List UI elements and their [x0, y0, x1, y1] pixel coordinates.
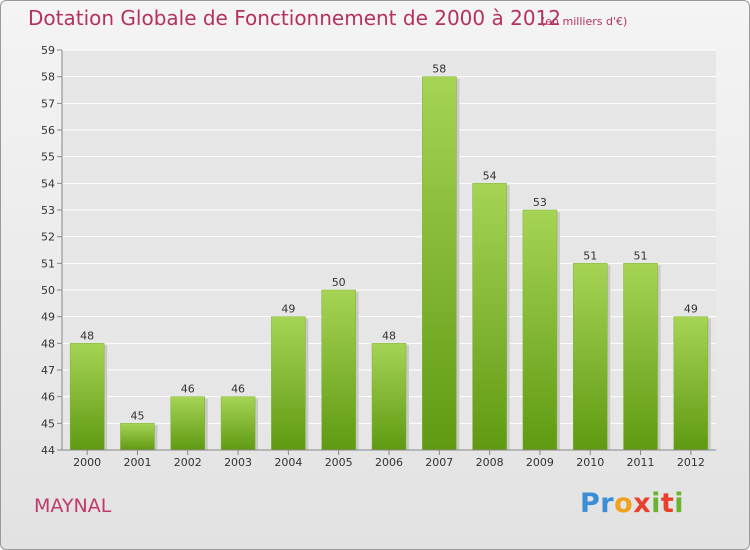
data-label: 58 — [432, 63, 446, 76]
bars — [69, 76, 711, 451]
bar — [472, 183, 507, 451]
data-label: 46 — [231, 383, 245, 396]
y-tick-label: 55 — [41, 151, 55, 164]
data-label: 53 — [533, 196, 547, 209]
y-tick-label: 57 — [41, 97, 55, 110]
data-label: 51 — [634, 249, 648, 262]
x-tick-label: 2009 — [526, 456, 554, 469]
y-tick-label: 58 — [41, 71, 55, 84]
data-label: 48 — [382, 329, 396, 342]
labels: 44 45 46 47 48 49 50 51 52 53 54 55 56 57 58 59 48 2000 45… — [41, 44, 705, 469]
y-tick-label: 59 — [41, 44, 55, 57]
bar — [673, 316, 709, 451]
data-label: 51 — [583, 249, 597, 262]
proxiti-logo: Proxiti — [580, 488, 685, 519]
x-tick-label: 2010 — [576, 456, 604, 469]
y-tick-label: 45 — [41, 417, 55, 430]
bar — [321, 289, 356, 451]
y-tick-label: 56 — [41, 124, 55, 137]
x-tick-label: 2007 — [425, 456, 453, 469]
bar — [522, 209, 558, 451]
data-label: 48 — [80, 329, 94, 342]
y-tick-label: 44 — [41, 444, 55, 457]
y-tick-label: 49 — [41, 311, 55, 324]
y-tick-label: 51 — [41, 257, 55, 270]
y-tick-label: 52 — [41, 231, 55, 244]
x-tick-label: 2004 — [274, 456, 302, 469]
bar — [120, 423, 155, 451]
data-label: 49 — [684, 303, 698, 316]
bar — [170, 396, 206, 451]
data-label: 49 — [281, 303, 295, 316]
y-tick-label: 46 — [41, 391, 55, 404]
chart-subtitle: (en milliers d'€) — [541, 15, 628, 28]
y-tick-label: 54 — [41, 177, 55, 190]
bar — [572, 263, 608, 451]
x-tick-label: 2005 — [325, 456, 353, 469]
bar — [220, 396, 256, 451]
bar — [422, 76, 457, 451]
x-tick-label: 2012 — [677, 456, 705, 469]
y-tick-label: 47 — [41, 364, 55, 377]
data-label: 50 — [332, 276, 346, 289]
x-tick-label: 2003 — [224, 456, 252, 469]
bar — [371, 343, 407, 451]
bar — [623, 263, 658, 451]
axes — [57, 49, 716, 455]
x-tick-label: 2006 — [375, 456, 403, 469]
x-tick-label: 2000 — [73, 456, 101, 469]
place-name: MAYNAL — [34, 495, 112, 517]
bar — [69, 343, 105, 451]
y-tick-label: 48 — [41, 337, 55, 350]
y-tick-label: 50 — [41, 284, 55, 297]
data-label: 54 — [483, 169, 497, 182]
x-tick-label: 2008 — [476, 456, 504, 469]
x-tick-label: 2011 — [627, 456, 655, 469]
x-tick-label: 2002 — [174, 456, 202, 469]
data-label: 46 — [181, 383, 195, 396]
data-label: 45 — [130, 409, 144, 422]
y-tick-label: 53 — [41, 204, 55, 217]
x-tick-label: 2001 — [123, 456, 151, 469]
chart-title: Dotation Globale de Fonctionnement de 20… — [28, 6, 561, 30]
bar — [271, 316, 306, 451]
